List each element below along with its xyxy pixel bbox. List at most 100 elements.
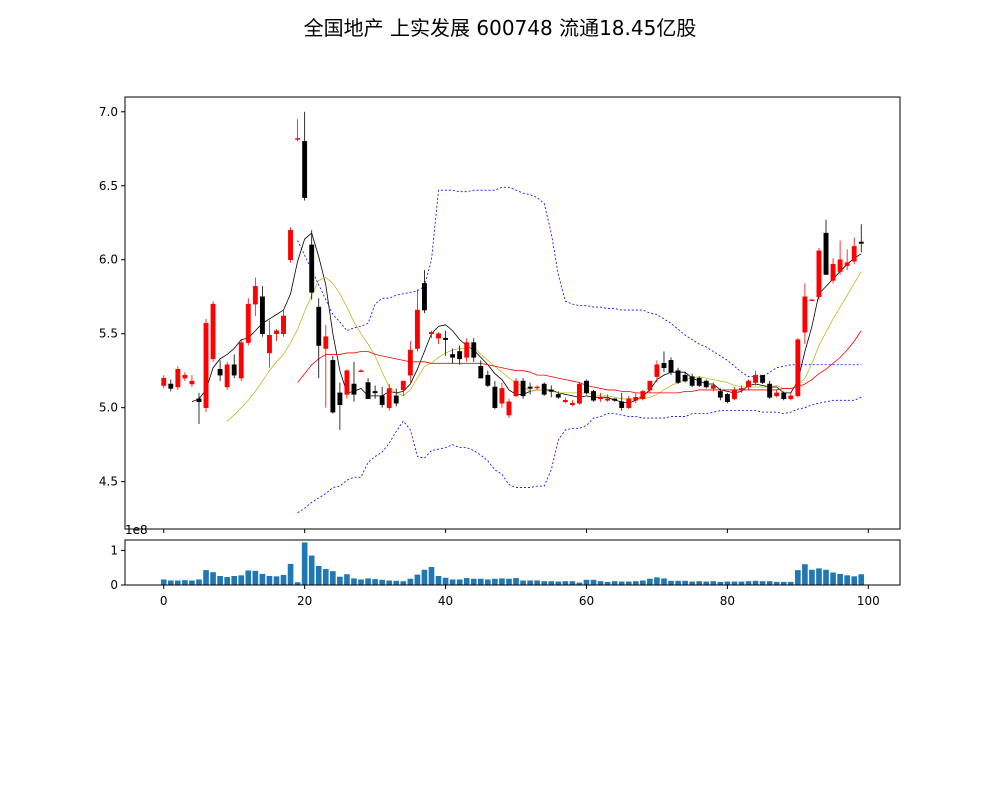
volume-bar (365, 578, 371, 585)
volume-bar (858, 574, 865, 585)
volume-axes-frame (124, 539, 901, 586)
price-ytick-label: 6.5 (99, 179, 118, 193)
candle-body (238, 342, 244, 379)
volume-bar (344, 574, 350, 585)
candle-body (619, 401, 625, 408)
volume-bar (492, 578, 498, 585)
volume-bar (456, 579, 463, 585)
volume-bar (386, 580, 393, 585)
price-axes-frame (124, 96, 901, 530)
candle-body (379, 395, 385, 405)
volume-bar (625, 581, 632, 585)
volume-bar (196, 579, 202, 585)
price-ytick-label: 5.5 (99, 327, 118, 341)
candle-body (429, 331, 434, 334)
volume-bar (421, 569, 428, 585)
volume-bar (407, 578, 414, 585)
volume-bar (661, 578, 667, 585)
volume-bar (576, 582, 583, 585)
candle-body (746, 380, 751, 388)
candle-body (795, 339, 801, 397)
ma-line-2 (226, 271, 862, 422)
volume-bar (513, 578, 519, 585)
candle-body (266, 334, 272, 354)
candle-body (710, 385, 716, 389)
candle-body (295, 138, 301, 140)
volume-bar (358, 579, 364, 585)
price-ytick-label: 5.0 (99, 401, 118, 415)
volume-bar (802, 564, 808, 585)
candle-body (844, 262, 850, 266)
candle-body (661, 363, 667, 368)
volume-bar (400, 581, 407, 585)
candle-body (281, 315, 286, 334)
candle-body (760, 374, 766, 383)
candle-body (351, 383, 357, 395)
volume-bar (372, 579, 378, 585)
candle-body (414, 309, 420, 349)
volume-bar (703, 581, 710, 585)
price-ytick-label: 7.0 (99, 105, 118, 119)
candle-body (703, 380, 709, 388)
volume-bar (640, 580, 646, 585)
volume-bar (795, 570, 801, 585)
volume-bar (485, 579, 491, 585)
volume-bar (682, 580, 688, 585)
candle-body (252, 286, 258, 305)
candle-body (168, 383, 174, 389)
volume-xtick-label: 0 (160, 594, 168, 608)
candle-body (591, 391, 596, 401)
candle-body (316, 306, 322, 346)
candle-body (386, 388, 392, 408)
volume-bar (590, 579, 597, 585)
candle-body (407, 349, 413, 376)
volume-bar (562, 581, 569, 585)
candle-body (309, 244, 315, 293)
chart-title: 全国地产 上实发展 600748 流通18.45亿股 (303, 16, 697, 40)
candle-body (788, 395, 794, 400)
candle-body (513, 380, 519, 397)
bollinger-upper-line (297, 186, 862, 378)
candle-body (323, 336, 329, 349)
candle-body (858, 241, 864, 244)
candle-body (189, 380, 195, 385)
candle-body (534, 386, 540, 389)
candle-body (605, 398, 611, 401)
candle-body (753, 374, 759, 383)
candle-body (682, 374, 688, 382)
candle-body (471, 342, 477, 358)
price-ytick-label: 4.5 (99, 475, 118, 489)
volume-bar (160, 579, 167, 585)
volume-bar (668, 580, 674, 585)
candle-body (739, 388, 744, 390)
candle-body (598, 397, 604, 400)
candle-body (288, 229, 294, 260)
volume-bar (611, 581, 618, 585)
volume-bar (816, 568, 822, 585)
volume-bar (569, 581, 576, 585)
volume-bar (823, 569, 829, 585)
candle-body (823, 232, 829, 275)
candle-body (520, 380, 526, 397)
candle-body (717, 391, 723, 398)
candle-body (830, 263, 836, 281)
candle-body (837, 259, 843, 272)
candle-body (337, 392, 343, 405)
volume-bar (245, 570, 252, 585)
volume-bar (724, 581, 731, 585)
candle-body (668, 360, 674, 373)
candle-body (731, 389, 737, 400)
volume-bar (224, 577, 230, 585)
volume-bar (189, 580, 195, 585)
volume-bar (167, 580, 174, 585)
candle-body (182, 374, 188, 379)
volume-ytick-label: 0 (110, 578, 118, 592)
candle-body (654, 364, 660, 377)
candle-body (633, 397, 639, 401)
price-ytick-label: 6.0 (99, 253, 118, 267)
volume-bar (238, 575, 245, 585)
volume-bar (647, 578, 653, 585)
volume-bar (583, 579, 590, 585)
volume-bar (217, 576, 223, 585)
candle-body (569, 402, 575, 405)
